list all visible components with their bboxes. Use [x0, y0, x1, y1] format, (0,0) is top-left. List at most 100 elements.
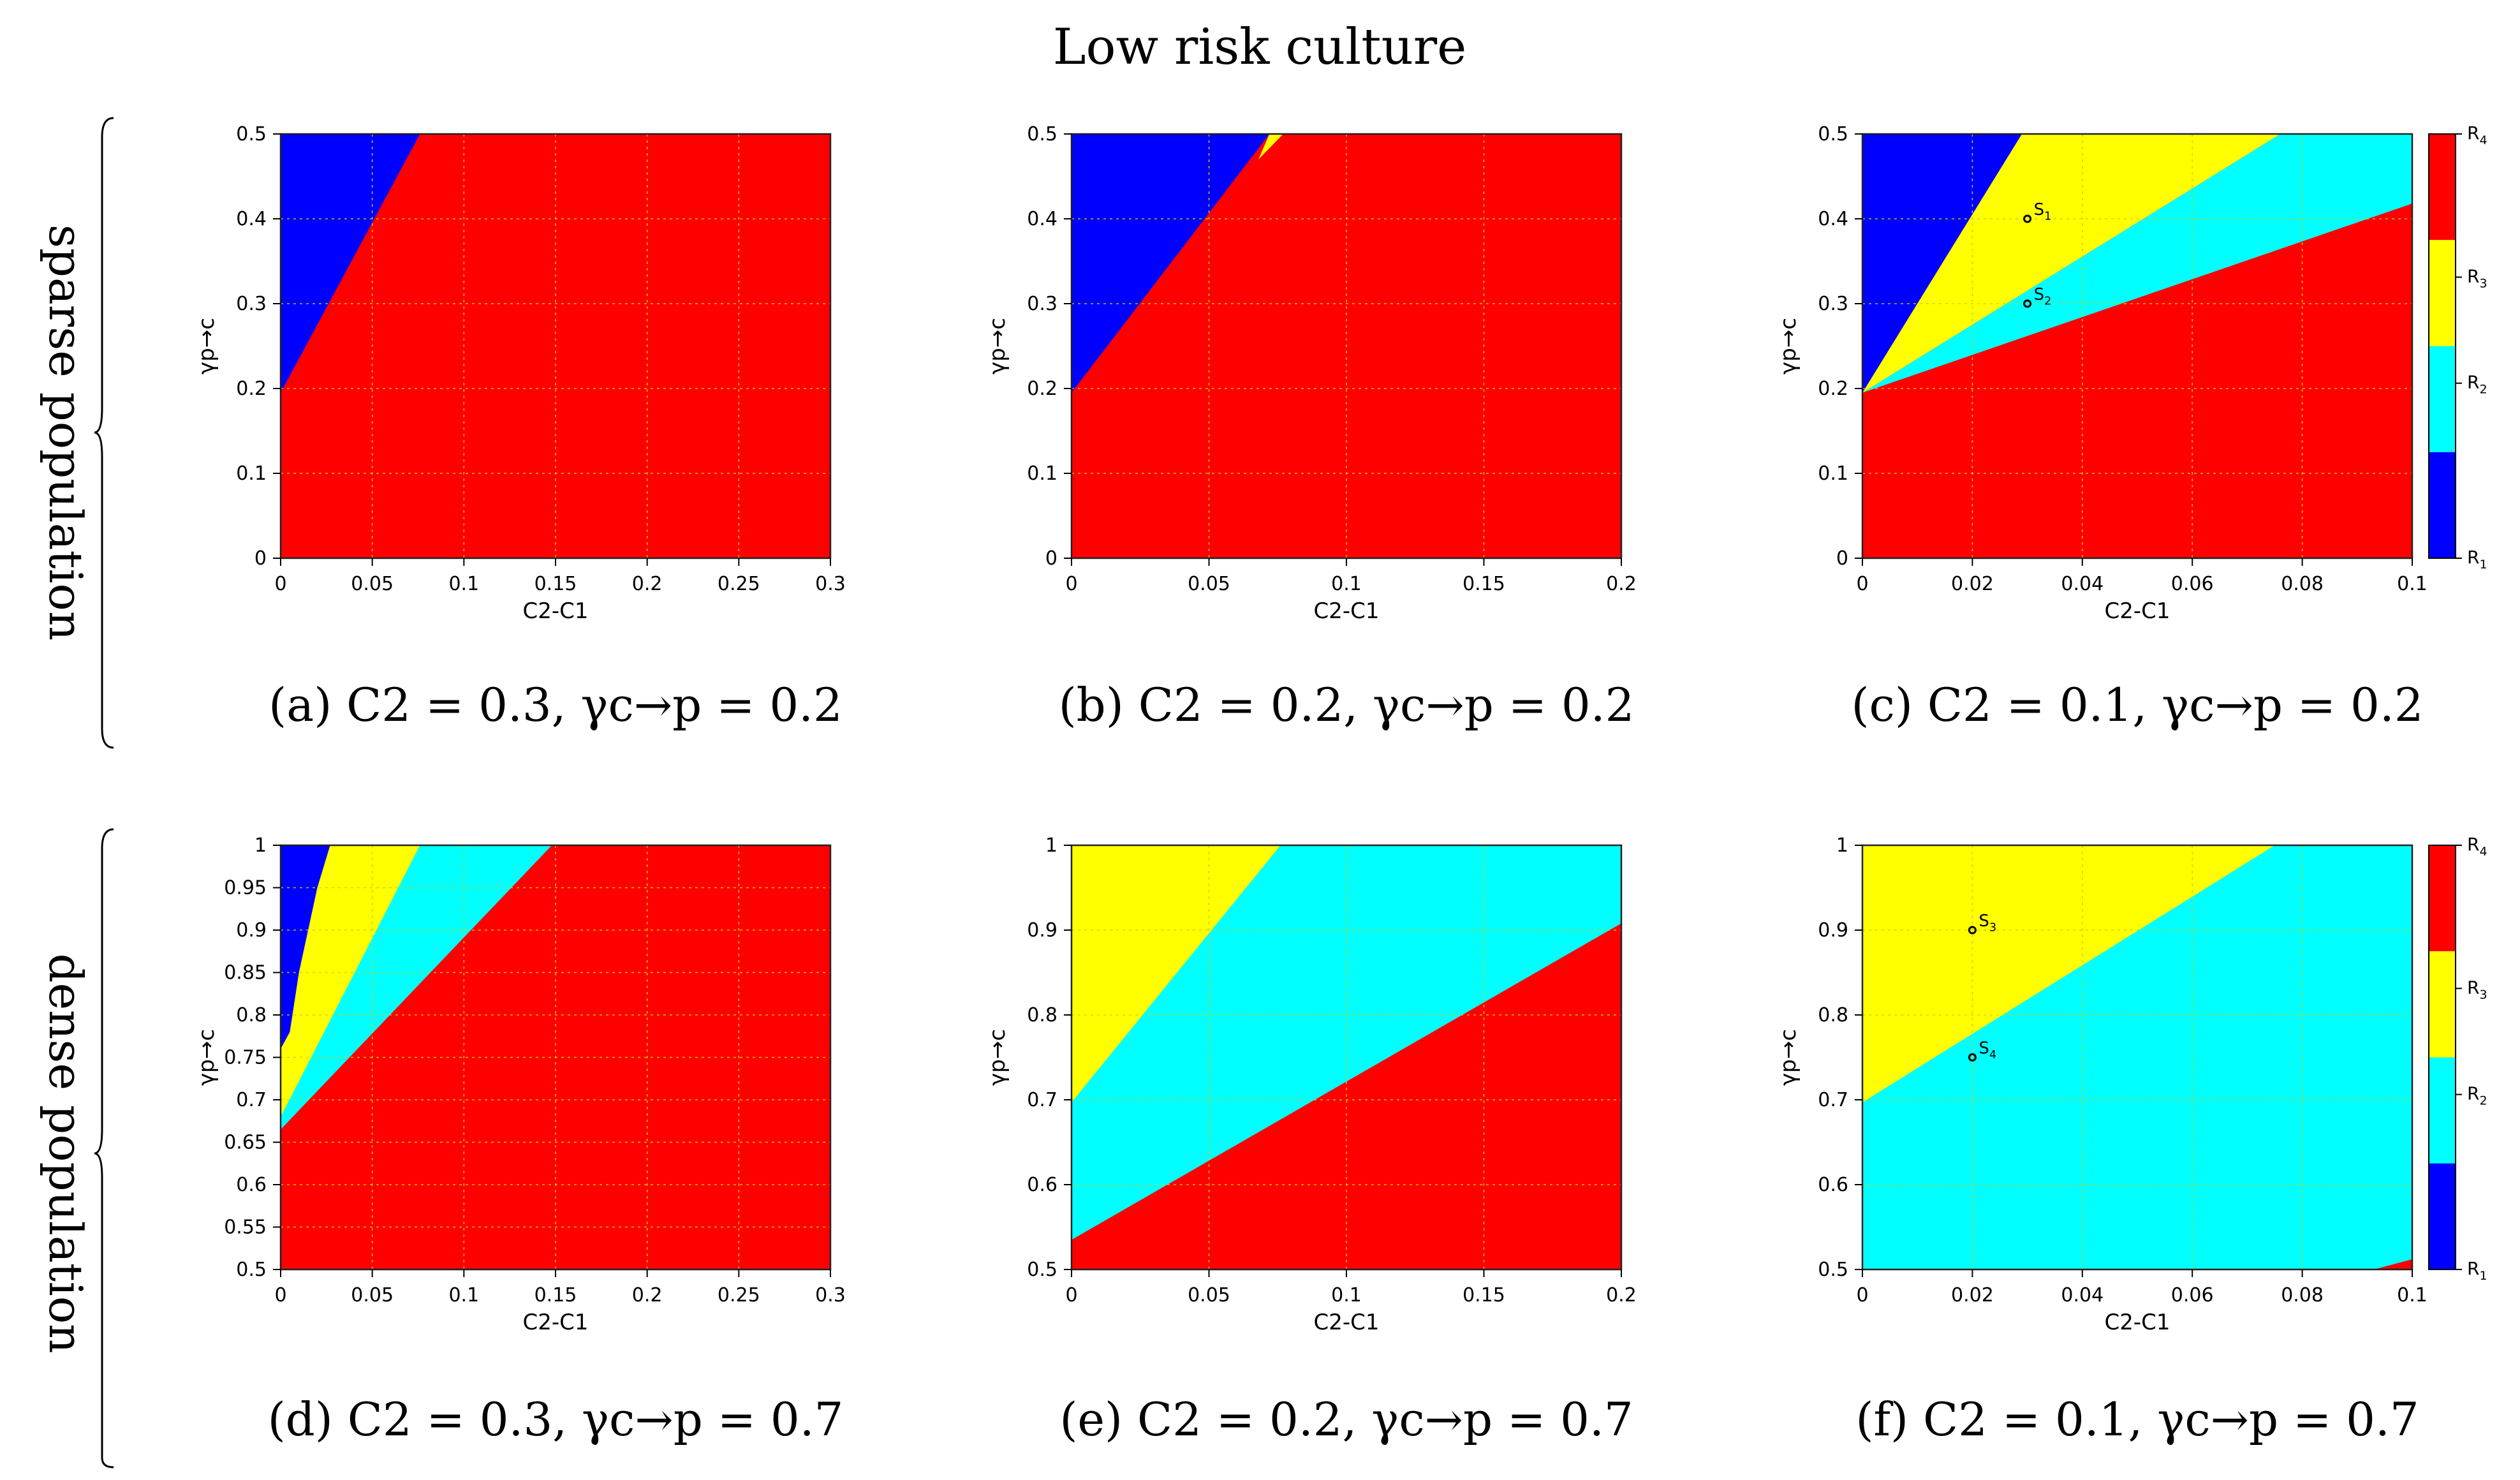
y-tick-label: 0.9	[1818, 919, 1848, 942]
chart-panel-d: 0 0.05 0.1 0.15 0.2 0.25 0.3 0.5 0.55 0.6 0.65 0.7 0…	[194, 834, 846, 1446]
x-tick-label: 0.05	[1188, 573, 1230, 595]
colorbar-segment-r3	[2429, 951, 2456, 1058]
chart-panel-f: 0 0.02 0.04 0.06 0.08 0.1 0.5 0.6 0.7 0.8 0.9 1 C2-C…	[1776, 834, 2487, 1446]
colorbar-segment-r1	[2429, 452, 2456, 558]
chart-panel-b: 0 0.05 0.1 0.15 0.2 0 0.1 0.2 0.3 0.4 0.5 C2-C1 γp→c…	[985, 123, 1637, 732]
x-tick-label: 0.1	[2397, 573, 2428, 595]
marker-point-s2	[2023, 299, 2032, 308]
y-tick-label: 0.1	[1818, 463, 1848, 485]
region-r3	[281, 845, 420, 1117]
y-tick-label: 0.3	[236, 293, 267, 315]
x-tick-label: 0.15	[534, 573, 577, 595]
brace-sparse	[94, 117, 114, 749]
marker-label-s3: S3	[1978, 912, 1996, 934]
y-tick-label: 0.3	[1027, 293, 1057, 315]
y-tick-label: 1	[1836, 834, 1848, 857]
x-tick-label: 0.15	[1463, 1284, 1505, 1306]
region-r2	[1862, 134, 2412, 393]
x-tick-label: 0	[1065, 573, 1077, 595]
y-tick-label: 0.5	[1027, 123, 1057, 145]
x-tick-label: 0.1	[2397, 1284, 2428, 1306]
region-r1	[281, 134, 420, 393]
y-tick-label: 0.6	[1027, 1174, 1057, 1196]
x-axis-label: C2-C1	[522, 1310, 588, 1335]
x-axis-label: C2-C1	[2104, 1310, 2170, 1335]
colorbar-label-r4: R4	[2467, 834, 2487, 859]
y-tick-label: 0.2	[1818, 378, 1848, 400]
x-tick-label: 0.2	[1606, 573, 1637, 595]
x-tick-label: 0.02	[1951, 1284, 1994, 1306]
y-tick-label: 0.5	[1027, 1259, 1057, 1281]
y-tick-label: 0.65	[224, 1132, 267, 1154]
colorbar-segment-r4	[2429, 845, 2456, 952]
colorbar-segment-r3	[2429, 240, 2456, 346]
y-tick-label: 0.2	[1027, 378, 1057, 400]
x-tick-label: 0.25	[718, 1284, 760, 1306]
y-tick-label: 0.6	[236, 1174, 267, 1196]
colorbar-label-r1: R1	[2467, 547, 2487, 572]
y-tick-label: 0.8	[236, 1004, 267, 1026]
x-tick-label: 0.1	[448, 573, 479, 595]
y-axis-label: γp→c	[1776, 1029, 1801, 1086]
colorbar-label-r3: R3	[2467, 265, 2487, 290]
x-tick-label: 0.1	[1331, 1284, 1362, 1306]
colorbar-frame	[2428, 133, 2456, 559]
y-tick-label: 0.3	[1818, 293, 1848, 315]
x-tick-label: 0	[1856, 1284, 1868, 1306]
colorbar-label-r4: R4	[2467, 122, 2487, 147]
marker-point-s4	[1968, 1053, 1977, 1062]
marker-label-s2: S2	[2034, 285, 2052, 307]
x-tick-label: 0.15	[1463, 573, 1505, 595]
marker-label-s1: S1	[2034, 200, 2052, 223]
y-tick-label: 0.5	[236, 123, 267, 145]
y-tick-label: 0.7	[1027, 1089, 1057, 1111]
y-tick-label: 0.95	[224, 877, 267, 899]
panel-caption: (b) C2 = 0.2, γc→p = 0.2	[1059, 678, 1635, 732]
region-r3	[1862, 134, 2281, 393]
region-r1	[1862, 134, 2022, 393]
y-tick-label: 0.9	[1027, 919, 1057, 942]
row-label-sparse: sparse population	[39, 225, 92, 640]
x-tick-label: 0.08	[2281, 1284, 2324, 1306]
x-tick-label: 0.06	[2171, 573, 2214, 595]
y-tick-label: 0.85	[224, 962, 267, 984]
x-tick-label: 0.3	[815, 573, 846, 595]
x-axis-label: C2-C1	[1313, 598, 1379, 624]
colorbar-frame	[2428, 845, 2456, 1270]
x-tick-label: 0	[1065, 1284, 1077, 1306]
marker-point-s1	[2023, 214, 2032, 223]
x-tick-label: 0.1	[1331, 573, 1362, 595]
panel-caption: (e) C2 = 0.2, γc→p = 0.7	[1059, 1393, 1633, 1446]
y-tick-label: 0.8	[1818, 1004, 1848, 1026]
x-axis-label: C2-C1	[1313, 1310, 1379, 1335]
x-tick-label: 0	[1856, 573, 1868, 595]
y-tick-label: 0.7	[236, 1089, 267, 1111]
y-tick-label: 0.9	[236, 919, 267, 942]
y-tick-label: 0.2	[236, 378, 267, 400]
y-tick-label: 0.4	[236, 208, 267, 230]
x-tick-label: 0.05	[1188, 1284, 1230, 1306]
panel-caption: (f) C2 = 0.1, γc→p = 0.7	[1855, 1393, 2419, 1446]
region-r4	[2373, 1259, 2412, 1269]
y-tick-label: 0.5	[1818, 1259, 1848, 1281]
y-tick-label: 0.8	[1027, 1004, 1057, 1026]
x-tick-label: 0.1	[448, 1284, 479, 1306]
y-axis-label: γp→c	[194, 1029, 219, 1086]
y-tick-label: 0.1	[1027, 463, 1057, 485]
panel-caption: (c) C2 = 0.1, γc→p = 0.2	[1851, 678, 2423, 732]
region-r3	[1258, 134, 1283, 159]
y-tick-label: 0.4	[1818, 208, 1848, 230]
y-axis-label: γp→c	[194, 318, 219, 374]
y-tick-label: 0	[1836, 547, 1848, 570]
y-axis-label: γp→c	[1776, 318, 1801, 374]
x-tick-label: 0.2	[1606, 1284, 1637, 1306]
y-tick-label: 0.55	[224, 1217, 267, 1239]
panel-caption: (a) C2 = 0.3, γc→p = 0.2	[269, 678, 843, 732]
y-tick-label: 0	[1045, 547, 1057, 570]
plot-frame	[1861, 133, 2413, 559]
x-tick-label: 0.06	[2171, 1284, 2214, 1306]
region-r1	[281, 845, 330, 1049]
x-tick-label: 0	[274, 1284, 286, 1306]
region-r3	[1862, 845, 2275, 1102]
x-tick-label: 0.2	[632, 1284, 663, 1306]
